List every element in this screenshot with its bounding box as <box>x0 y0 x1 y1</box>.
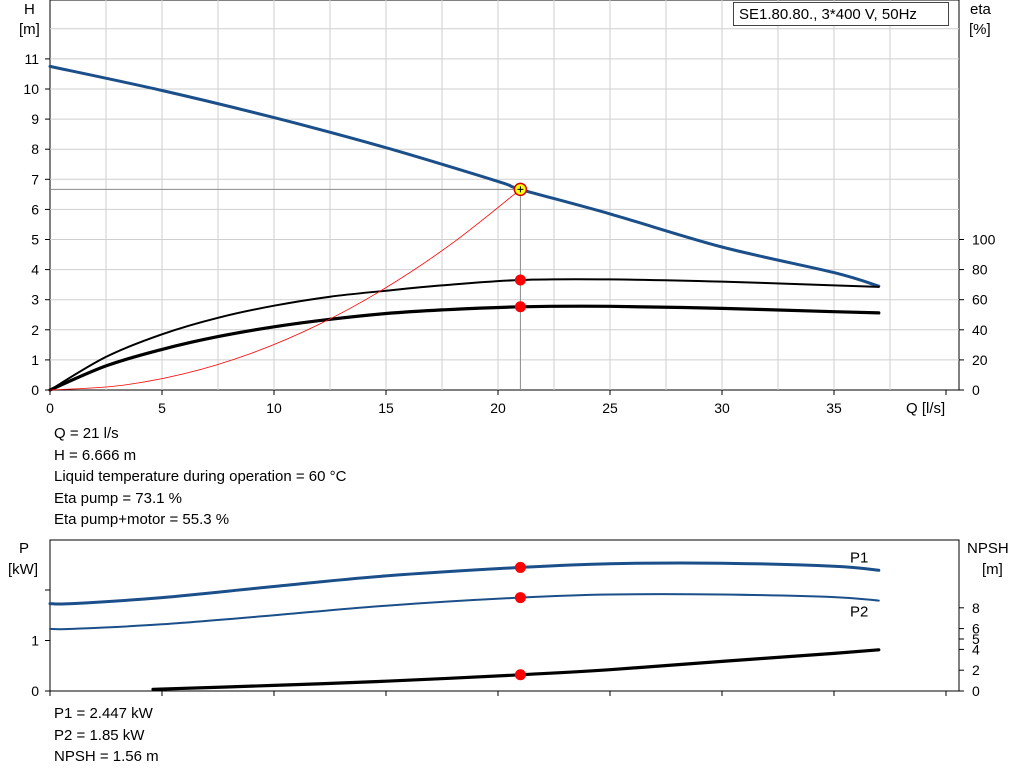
chart-title-legend: SE1.80.80., 3*400 V, 50Hz <box>733 2 949 26</box>
npsh-tick-label: 8 <box>972 600 980 616</box>
npsh-tick-label: 0 <box>972 683 980 699</box>
x-tick-label: 20 <box>490 400 506 416</box>
npsh-tick-label: 5 <box>972 631 980 647</box>
x-tick-label: 30 <box>714 400 730 416</box>
x-tick-label: 15 <box>378 400 394 416</box>
h-axis-label-line1: H <box>24 1 35 18</box>
performance-ticks: 0 5 10 15 20 25 30 35 0 1 2 3 4 5 6 7 8 9 10 11 0 20 40 60 80 100 <box>23 51 995 416</box>
h-tick-label: 7 <box>31 171 39 187</box>
eta-tick-label: 20 <box>972 352 988 368</box>
p-axis-label-line1: P <box>19 540 29 557</box>
info-eta-pump: Eta pump = 73.1 % <box>54 489 182 507</box>
eta-tick-label: 80 <box>972 262 988 278</box>
performance-chart: 0 5 10 15 20 25 30 35 0 1 2 3 4 5 6 7 8 9 10 11 0 20 40 60 80 100… <box>19 0 996 417</box>
npsh-axis-label-line1: NPSH <box>967 540 1009 557</box>
info-npsh: NPSH = 1.56 m <box>54 748 159 765</box>
x-tick-label: 25 <box>602 400 618 416</box>
info-p2: P2 = 1.85 kW <box>54 726 145 744</box>
info-eta-pump-motor: Eta pump+motor = 55.3 % <box>54 511 230 528</box>
h-tick-label: 9 <box>31 111 39 127</box>
eta-axis-label-line1: eta <box>970 1 992 18</box>
power-info: P1 = 2.447 kW P2 = 1.85 kW NPSH = 1.56 m <box>54 703 159 768</box>
operating-point-info: Q = 21 l/s H = 6.666 m Liquid temperatur… <box>54 423 346 531</box>
power-chart: 0 1 0 2 456 8 P1 P2 P [kW] NPSH [m] <box>8 539 1009 699</box>
h-tick-label: 8 <box>31 141 39 157</box>
eta-duty-point <box>514 274 526 286</box>
system-curve <box>49 189 521 391</box>
h-tick-label: 11 <box>24 51 39 67</box>
npsh-axis-label-line2: [m] <box>982 561 1003 578</box>
h-tick-label: 5 <box>31 232 39 248</box>
npsh-curve <box>151 648 881 691</box>
qh-curve <box>48 64 881 288</box>
power-plot-area <box>49 539 960 692</box>
npsh-tick-label: 2 <box>972 662 980 678</box>
h-tick-label: 10 <box>23 81 39 97</box>
info-flow: Q = 21 l/s <box>54 425 119 442</box>
performance-curves <box>48 64 881 392</box>
series-label-p2: P2 <box>850 604 868 621</box>
performance-plot-area <box>49 0 960 391</box>
power-ticks: 0 1 0 2 456 8 <box>31 589 980 699</box>
x-tick-label: 35 <box>826 400 842 416</box>
eta-axis-label-line2: [%] <box>969 21 991 38</box>
series-label-p1: P1 <box>850 549 868 566</box>
h-tick-label: 1 <box>31 352 39 368</box>
x-tick-label: 5 <box>158 400 166 416</box>
power-duty-point <box>514 592 526 604</box>
eta-duty-point <box>514 301 526 313</box>
h-tick-label: 3 <box>31 292 39 308</box>
info-liquid-temperature: Liquid temperature during operation = 60… <box>54 468 347 485</box>
p-tick-label: 1 <box>31 633 39 649</box>
h-tick-label: 6 <box>31 201 39 217</box>
npsh-tick-label: 6 <box>972 621 980 637</box>
eta-pump-curve <box>49 278 880 391</box>
eta-tick-label: 60 <box>972 292 988 308</box>
p-tick-label: 0 <box>31 683 39 699</box>
h-tick-label: 4 <box>31 262 39 278</box>
npsh-tick-label: 4 <box>972 641 980 657</box>
h-tick-label: 0 <box>31 382 39 398</box>
h-tick-label: 2 <box>31 322 39 338</box>
power-duty-point <box>514 561 526 573</box>
p-axis-label-line2: [kW] <box>8 561 38 578</box>
eta-tick-label: 40 <box>972 322 988 338</box>
x-tick-label: 10 <box>266 400 282 416</box>
x-tick-label: 0 <box>46 400 54 416</box>
eta-pump-motor-curve <box>48 304 881 392</box>
p1-curve <box>48 561 881 606</box>
power-duty-point <box>514 669 526 681</box>
p2-curve <box>49 593 880 631</box>
info-p1: P1 = 2.447 kW <box>54 705 153 722</box>
q-axis-label: Q [l/s] <box>906 400 945 417</box>
info-head: H = 6.666 m <box>54 446 137 464</box>
performance-grid <box>50 0 959 390</box>
h-axis-label-line2: [m] <box>19 21 40 38</box>
eta-tick-label: 100 <box>972 232 996 248</box>
eta-tick-label: 0 <box>972 382 980 398</box>
power-curves: P1 P2 <box>48 549 881 691</box>
